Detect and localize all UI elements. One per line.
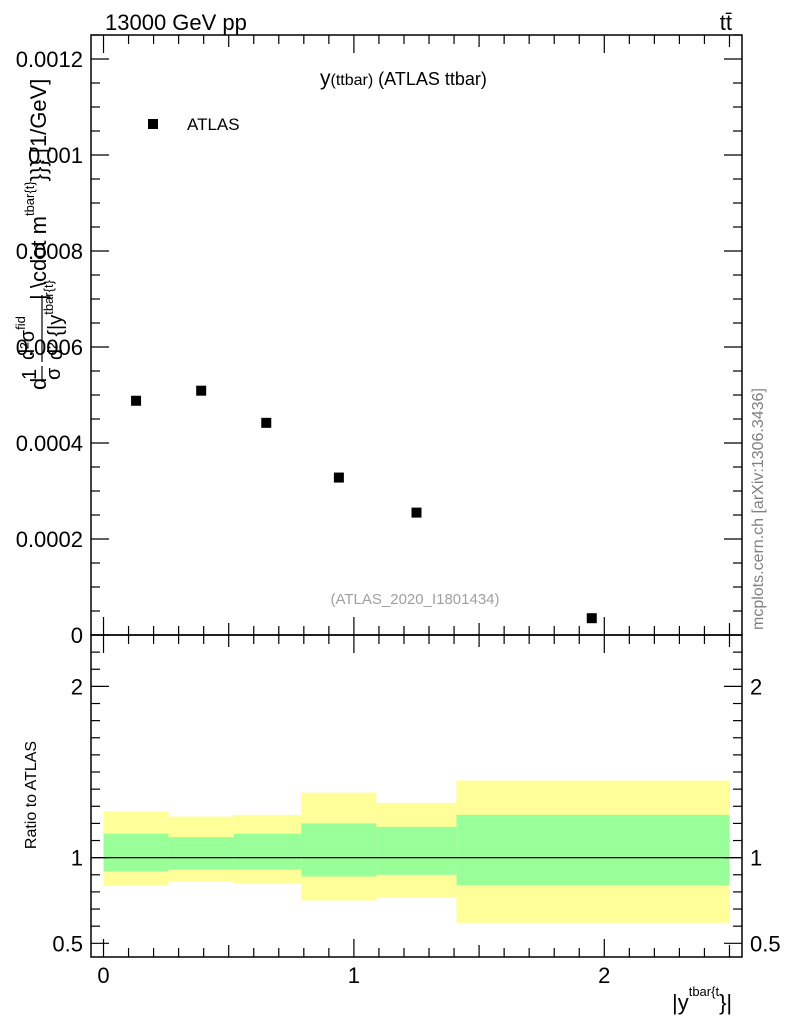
main-y-axis-label: d 1 σ d²σfid d² {|ytbar{t} | \cdot mtbar… xyxy=(13,79,67,390)
ylabel-tail: | \cdot mtbar{t}}}} [1/GeV] xyxy=(22,79,51,300)
ratio-y-tick-label-left-2: 2 xyxy=(71,674,83,699)
ylabel-frac1-num: 1 xyxy=(19,369,41,380)
x-tick-label-1: 1 xyxy=(348,963,360,988)
data-point-4 xyxy=(411,507,422,518)
main-y-tick-label-5: 0.001 xyxy=(28,143,83,168)
data-point-2 xyxy=(261,417,272,428)
axis-tick-labels: 0 0.0002 0.0004 0.0006 0.0008 0.001 0.0012 0.5 0… xyxy=(16,47,781,988)
data-point-5 xyxy=(586,613,597,624)
side-credit: mcplots.cern.ch [arXiv:1306.3436] xyxy=(750,388,767,630)
process-label: tt̄ xyxy=(720,10,732,35)
data-point-3 xyxy=(333,472,344,483)
main-y-tick-label-0: 0 xyxy=(71,623,83,648)
plot-frames xyxy=(90,34,743,958)
ratio-y-tick-label-right-0: 0.5 xyxy=(750,931,781,956)
x-axis-label: |ytbar{t}| xyxy=(672,984,732,1015)
ratio-bands xyxy=(103,780,730,923)
x-tick-label-0: 0 xyxy=(97,963,109,988)
x-tick-label-2: 2 xyxy=(598,963,610,988)
data-point-1 xyxy=(196,385,207,396)
ylabel-frac2-num: d²σfid xyxy=(13,316,39,360)
main-title-rest: (ATLAS ttbar) xyxy=(373,69,487,89)
main-y-tick-label-4: 0.0008 xyxy=(16,239,83,264)
legend-label-atlas: ATLAS xyxy=(187,115,240,134)
main-y-tick-label-1: 0.0002 xyxy=(16,527,83,552)
ratio-band-inner-4 xyxy=(376,826,457,875)
axis-ticks xyxy=(91,34,742,957)
main-y-tick-label-6: 0.0012 xyxy=(16,47,83,72)
ratio-y-axis-label: Ratio to ATLAS xyxy=(23,741,40,849)
ratio-band-inner-3 xyxy=(301,823,377,877)
ratio-y-tick-label-right-1: 1 xyxy=(750,846,762,871)
ylabel-frac2-den: d² {|ytbar{t} xyxy=(41,279,67,360)
ratio-y-tick-label-left-0: 0.5 xyxy=(52,931,83,956)
svg-text:d: d xyxy=(26,378,51,390)
legend-marker-atlas xyxy=(148,119,158,129)
data-point-0 xyxy=(131,395,142,406)
ylabel-prefix: d xyxy=(26,378,51,390)
main-title: y(ttbar) (ATLAS ttbar) xyxy=(320,67,487,90)
ratio-band-inner-2 xyxy=(233,833,302,870)
energy-label: 13000 GeV pp xyxy=(105,10,247,35)
main-title-var: y xyxy=(320,67,331,90)
main-series-points xyxy=(131,385,597,624)
ylabel-frac1-den: σ xyxy=(43,367,65,380)
ratio-y-tick-label-right-2: 2 xyxy=(750,674,762,699)
main-y-tick-label-3: 0.0006 xyxy=(16,335,83,360)
ratio-band-inner-5 xyxy=(456,814,730,886)
main-y-tick-label-2: 0.0004 xyxy=(16,431,83,456)
ratio-plot-frame xyxy=(90,634,743,958)
main-title-paren: (ttbar) xyxy=(331,72,374,89)
ratio-band-inner-1 xyxy=(168,837,234,870)
ratio-band-inner-0 xyxy=(103,833,169,872)
ratio-y-tick-label-left-1: 1 xyxy=(71,846,83,871)
analysis-label: (ATLAS_2020_I1801434) xyxy=(330,591,499,608)
